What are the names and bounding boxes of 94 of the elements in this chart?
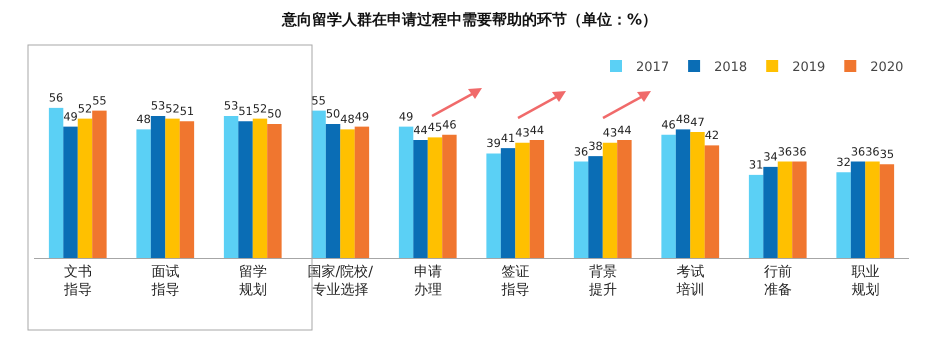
bar <box>48 108 64 258</box>
bar <box>690 132 705 258</box>
data-label: 48 <box>676 112 690 126</box>
bar <box>252 118 268 258</box>
bar <box>836 172 851 258</box>
data-label: 39 <box>486 136 501 150</box>
legend-label: 2018 <box>714 60 748 76</box>
data-label: 51 <box>238 104 253 118</box>
bar <box>763 166 778 258</box>
data-label: 51 <box>180 104 194 118</box>
bar <box>92 110 107 258</box>
bar <box>326 124 340 258</box>
data-label: 35 <box>880 146 894 161</box>
data-label: 53 <box>150 98 166 113</box>
data-label: 48 <box>340 112 355 126</box>
bar <box>78 118 92 258</box>
bar <box>311 110 326 258</box>
bar <box>442 134 457 258</box>
data-label: 47 <box>690 114 705 129</box>
bar <box>661 134 676 258</box>
data-label: 42 <box>704 128 720 142</box>
x-tick-label: 文书指导 <box>62 264 92 298</box>
bar <box>136 129 151 258</box>
bar <box>617 140 632 258</box>
bar <box>748 174 764 258</box>
data-label: 36 <box>792 145 807 158</box>
data-label: 56 <box>48 92 64 105</box>
data-label: 49 <box>354 109 370 124</box>
bar <box>267 124 282 258</box>
data-label: 48 <box>136 112 151 126</box>
x-tick-label: 留学规划 <box>238 264 267 298</box>
x-tick-label: 面试指导 <box>150 264 180 298</box>
bar <box>704 145 720 258</box>
data-label: 31 <box>748 158 764 172</box>
legend-label: 2020 <box>870 60 904 76</box>
x-tick-label: 职业规划 <box>851 264 880 298</box>
bar <box>165 118 180 258</box>
bar <box>224 116 238 258</box>
data-label: 52 <box>78 101 92 116</box>
bar <box>574 162 588 258</box>
data-label: 52 <box>252 101 268 116</box>
data-label: 46 <box>442 118 457 132</box>
data-label: 38 <box>588 138 603 153</box>
data-label: 50 <box>326 106 340 121</box>
data-label: 43 <box>515 126 530 140</box>
legend-label: 2017 <box>636 60 670 76</box>
bar <box>778 162 792 258</box>
data-label: 53 <box>224 98 238 113</box>
data-label: 36 <box>850 145 866 158</box>
data-label: 55 <box>92 93 107 108</box>
legend-label: 2019 <box>792 60 826 76</box>
x-tick-label: 签证指导 <box>500 264 530 298</box>
bar <box>865 162 880 258</box>
data-label: 36 <box>778 145 792 158</box>
data-label: 44 <box>530 124 544 137</box>
data-label: 43 <box>602 126 618 140</box>
bar <box>602 142 618 258</box>
data-label: 52 <box>165 101 180 116</box>
bar <box>398 126 414 258</box>
data-label: 41 <box>500 130 516 145</box>
bar <box>676 129 690 258</box>
data-label: 44 <box>413 124 428 137</box>
x-tick-label: 考试培训 <box>675 264 704 298</box>
data-label: 46 <box>661 118 676 132</box>
bar <box>428 137 442 258</box>
data-label: 36 <box>865 145 880 158</box>
bar <box>500 148 516 258</box>
bar <box>180 121 194 258</box>
data-label: 34 <box>763 150 778 164</box>
data-label: 45 <box>428 120 442 134</box>
data-label: 36 <box>574 145 588 158</box>
data-label: 44 <box>617 124 632 137</box>
data-label: 50 <box>267 106 282 121</box>
data-label: 55 <box>311 93 326 108</box>
bar <box>486 153 501 258</box>
bar <box>880 164 894 258</box>
data-label: 49 <box>398 109 414 124</box>
bar <box>413 140 428 258</box>
bar <box>63 126 78 258</box>
bar <box>238 121 253 258</box>
bar <box>850 162 866 258</box>
bar <box>354 126 370 258</box>
bar <box>792 162 807 258</box>
data-label: 49 <box>63 109 78 124</box>
bar <box>340 129 355 258</box>
x-tick-label: 申请办理 <box>414 264 442 298</box>
bar <box>515 142 530 258</box>
x-tick-label: 背景提升 <box>588 264 617 298</box>
bar <box>150 116 166 258</box>
bar <box>530 140 544 258</box>
data-label: 32 <box>836 154 851 169</box>
chart-title: 意向留学人群在申请过程中需要帮助的环节（单位：%） <box>280 10 658 28</box>
bar <box>588 156 603 258</box>
x-tick-label: 行前准备 <box>764 264 792 298</box>
